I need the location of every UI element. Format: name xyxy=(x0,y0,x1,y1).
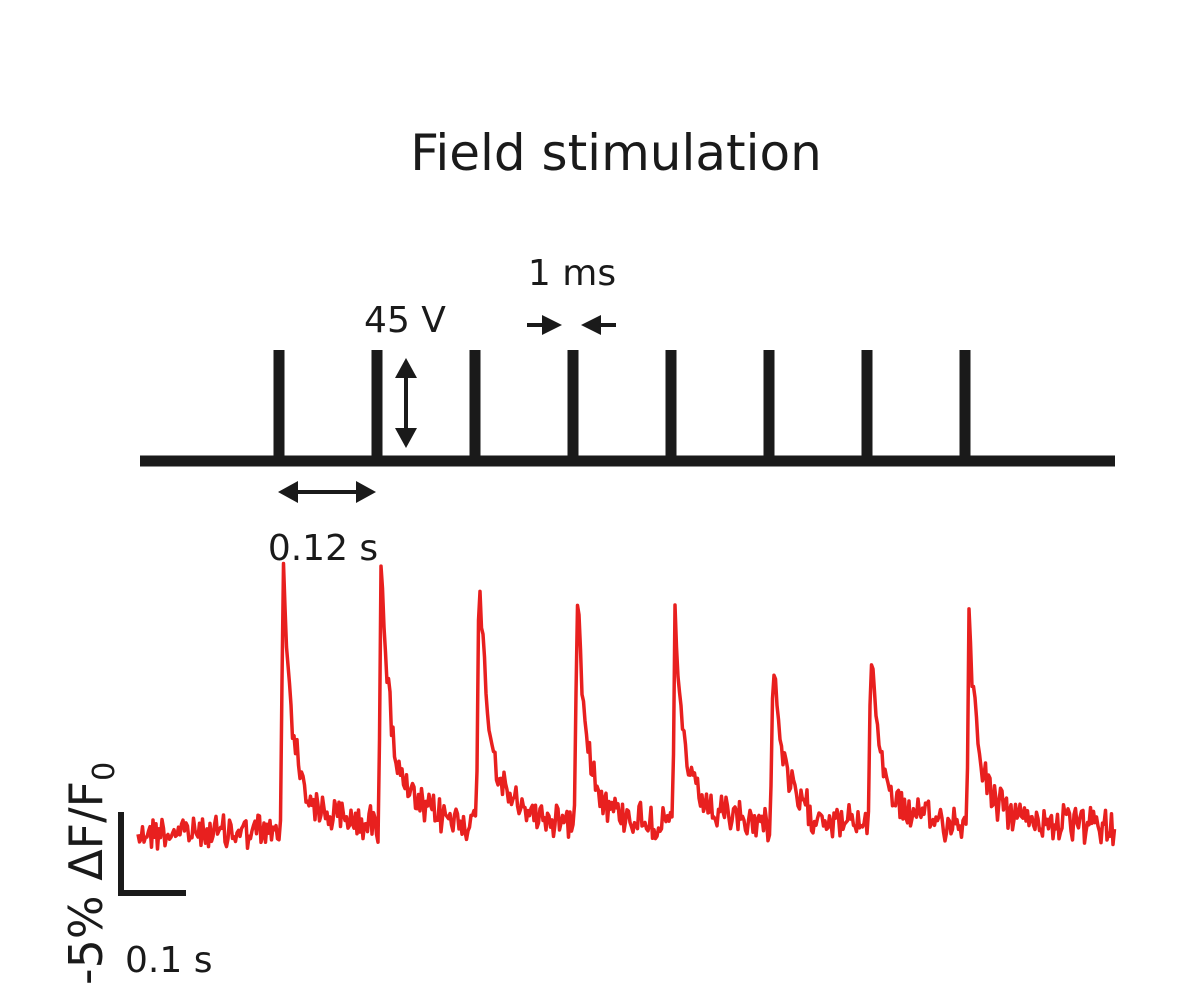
scale-bar-y-label-main: -5% ΔF/F xyxy=(59,781,113,985)
scale-bar-x-label: 0.1 s xyxy=(125,940,212,981)
stimulus-train xyxy=(140,350,1115,461)
scale-bar-y-label-subscript: 0 xyxy=(87,762,122,781)
amplitude-arrow xyxy=(395,358,417,448)
pulse-width-arrows xyxy=(527,315,616,335)
amplitude-label: 45 V xyxy=(364,300,446,341)
interval-arrow xyxy=(278,481,376,503)
fluorescence-trace xyxy=(138,564,1115,850)
pulse-width-label: 1 ms xyxy=(528,253,616,294)
scale-bar-y-label: -5% ΔF/F0 xyxy=(59,762,122,985)
stimulus-pulses xyxy=(279,350,965,461)
figure-title: Field stimulation xyxy=(410,124,822,182)
